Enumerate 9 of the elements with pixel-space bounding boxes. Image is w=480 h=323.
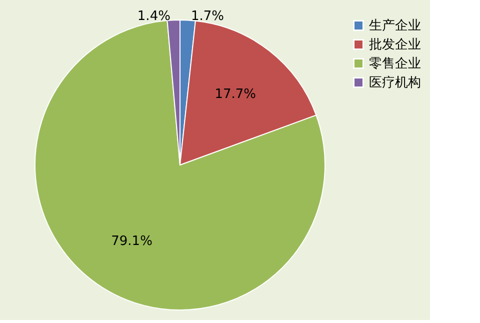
- pie-slice: [34, 20, 326, 310]
- legend-label: 生产企业: [369, 18, 421, 34]
- data-label: 1.7%: [190, 9, 224, 24]
- data-label: 1.4%: [137, 9, 170, 24]
- legend-label: 零售企业: [369, 56, 421, 72]
- data-label: 79.1%: [111, 234, 152, 249]
- legend-label: 医疗机构: [369, 76, 421, 90]
- legend-label: 批发企业: [369, 38, 421, 52]
- data-label: 17.7%: [214, 87, 256, 102]
